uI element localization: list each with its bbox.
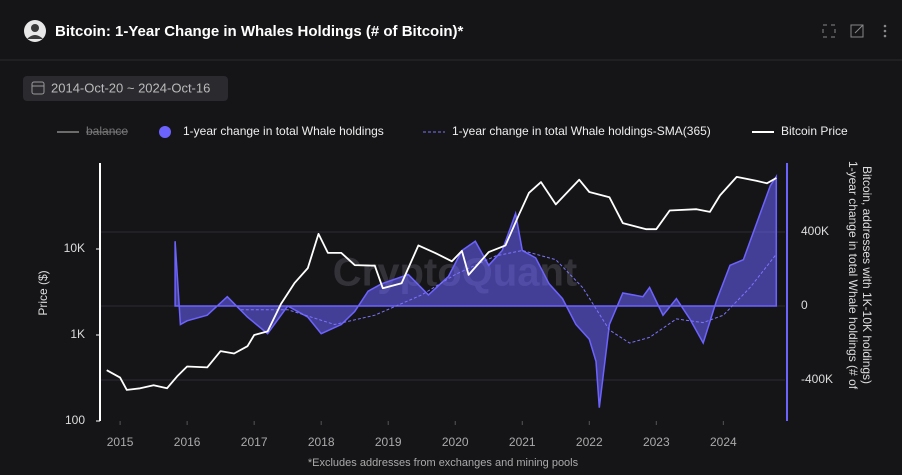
- x-tick-label: 2023: [643, 435, 670, 449]
- x-tick-label: 2018: [308, 435, 335, 449]
- avatar-body: [27, 35, 43, 39]
- y2-axis-label: Bitcoin, addresses with 1K-10K holdings): [860, 166, 874, 384]
- whale-area: [174, 173, 778, 408]
- x-tick-label: 2021: [509, 435, 536, 449]
- open-icon[interactable]: [850, 24, 864, 38]
- x-tick-label: 2020: [442, 435, 469, 449]
- calendar-icon: [31, 81, 45, 95]
- x-tick-label: 2022: [576, 435, 603, 449]
- legend-label[interactable]: Bitcoin Price: [781, 124, 848, 138]
- menu-icon[interactable]: [883, 24, 887, 38]
- date-range: 2014-Oct-20 ~ 2024-Oct-16: [51, 80, 210, 95]
- y-tick-label: 10K: [64, 241, 85, 255]
- x-tick-label: 2016: [174, 435, 201, 449]
- legend-label[interactable]: balance: [86, 124, 128, 138]
- x-tick-label: 2019: [375, 435, 402, 449]
- open-arrow: [854, 24, 864, 34]
- chart-title: Bitcoin: 1-Year Change in Whales Holding…: [55, 23, 464, 40]
- y-tick-label: 1K: [70, 327, 85, 341]
- x-tick-label: 2015: [107, 435, 134, 449]
- fullscreen-icon[interactable]: [822, 24, 836, 38]
- x-tick-label: 2017: [241, 435, 268, 449]
- y2-tick-label: 0: [801, 298, 808, 312]
- legend-label[interactable]: 1-year change in total Whale holdings-SM…: [452, 124, 711, 138]
- price-line: [106, 176, 777, 391]
- avatar-head: [31, 24, 39, 32]
- y-tick-label: 100: [65, 413, 85, 427]
- y2-tick-label: 400K: [801, 224, 829, 238]
- footnote: *Excludes addresses from exchanges and m…: [308, 457, 579, 469]
- y2-axis-label: 1-year change in total Whale holdings (#…: [846, 161, 860, 390]
- legend-marker: [159, 126, 171, 138]
- y-axis-label: Price ($): [36, 270, 50, 315]
- legend-label[interactable]: 1-year change in total Whale holdings: [183, 124, 384, 138]
- y2-tick-label: -400K: [801, 372, 833, 386]
- sma-line: [240, 250, 777, 344]
- x-tick-label: 2024: [710, 435, 737, 449]
- date-range-pill[interactable]: [23, 76, 228, 101]
